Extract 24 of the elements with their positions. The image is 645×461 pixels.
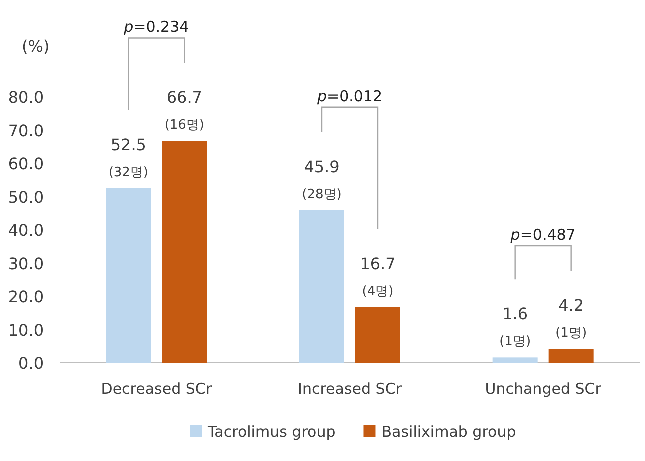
y-tick-label: 30.0: [8, 254, 44, 274]
legend-label: Basiliximab group: [382, 423, 516, 441]
data-label: 4.2 (1명): [556, 296, 588, 342]
annotation: p=0.487: [510, 226, 576, 244]
data-label: 66.7 (16명): [164, 88, 205, 134]
text: p=0.234: [123, 18, 190, 36]
data-label: 45.9 (28명): [302, 157, 342, 202]
annotation: p=0.012: [316, 87, 383, 106]
data-label: 1.6 (1명): [500, 304, 532, 350]
y-tick-label: 80.0: [8, 88, 44, 107]
data-label: 16.7 (4명): [360, 254, 396, 300]
data-label: 52.5 (32명): [108, 135, 149, 180]
y-tick-label: 20.0: [8, 288, 44, 306]
x-tick-label: Increased SCr: [298, 380, 403, 398]
y-tick-label: 70.0: [8, 121, 44, 140]
legend-label: Tacrolimus group: [207, 423, 336, 441]
y-tick-label: 10.0: [8, 320, 44, 340]
y-tick-label: 40.0: [8, 221, 44, 240]
y-axis-title: (%): [22, 37, 50, 56]
y-tick-label: 60.0: [8, 154, 44, 174]
x-tick-label: Decreased SCr: [101, 380, 213, 398]
y-tick-label: 50.0: [8, 188, 44, 207]
x-tick-label: Unchanged SCr: [485, 380, 602, 398]
y-tick-label: 0.0: [18, 354, 44, 373]
